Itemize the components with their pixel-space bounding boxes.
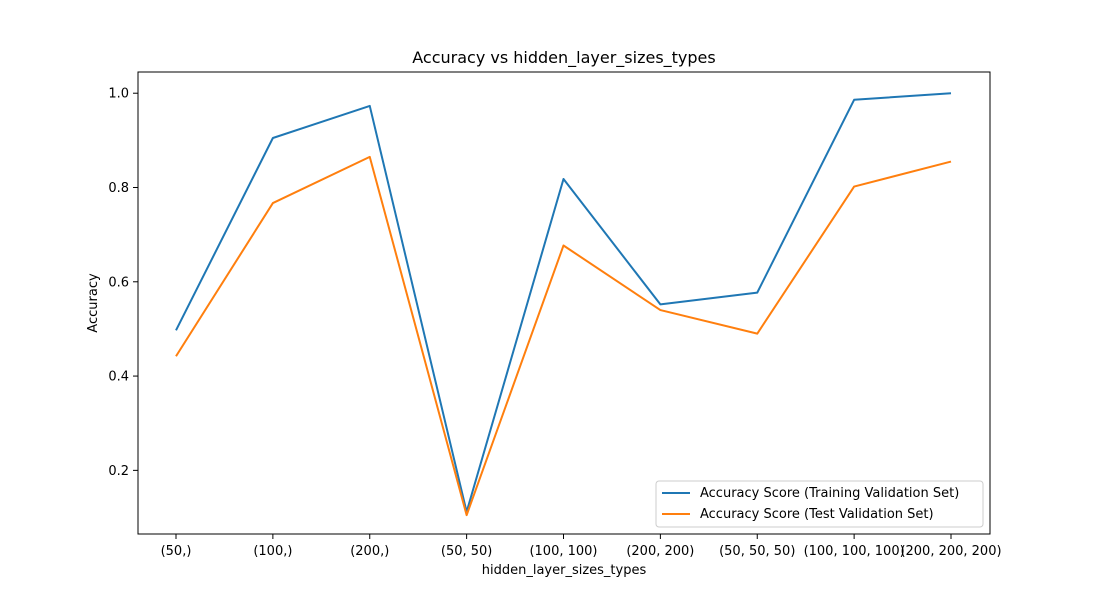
legend-box	[655, 480, 984, 528]
series-line-0	[175, 92, 952, 513]
plot-frame	[137, 71, 991, 535]
x-tick-label: (100,)	[253, 544, 292, 559]
y-tick-label: 1.0	[108, 87, 129, 102]
y-tick-label: 0.4	[108, 370, 129, 385]
x-tick-label: (200, 200)	[626, 544, 694, 559]
y-tick-label: 0.6	[108, 275, 129, 290]
legend-label-training: Accuracy Score (Training Validation Set)	[700, 486, 959, 501]
x-axis: (50,) (100,) (200,) (50, 50) (100, 100) (200,…	[161, 534, 1002, 559]
y-axis-label: Accuracy	[86, 273, 101, 333]
x-tick-label: (100, 100, 100)	[804, 544, 905, 559]
x-axis-label: hidden_layer_sizes_types	[482, 563, 647, 578]
x-tick-label: (50, 50)	[441, 544, 493, 559]
chart-title: Accuracy vs hidden_layer_sizes_types	[412, 48, 715, 68]
x-tick-label: (200, 200, 200)	[900, 544, 1001, 559]
series-lines	[175, 92, 952, 517]
x-tick-label: (50, 50, 50)	[719, 544, 795, 559]
y-tick-label: 0.8	[108, 181, 129, 196]
legend-label-test: Accuracy Score (Test Validation Set)	[700, 507, 934, 522]
series-line-1	[175, 155, 952, 517]
y-tick-label: 0.2	[108, 464, 129, 479]
y-axis: 0.2 0.4 0.6 0.8 1.0	[108, 87, 138, 479]
x-tick-label: (200,)	[350, 544, 389, 559]
x-tick-label: (50,)	[161, 544, 192, 559]
legend: Accuracy Score (Training Validation Set)…	[655, 480, 984, 528]
x-tick-label: (100, 100)	[529, 544, 597, 559]
